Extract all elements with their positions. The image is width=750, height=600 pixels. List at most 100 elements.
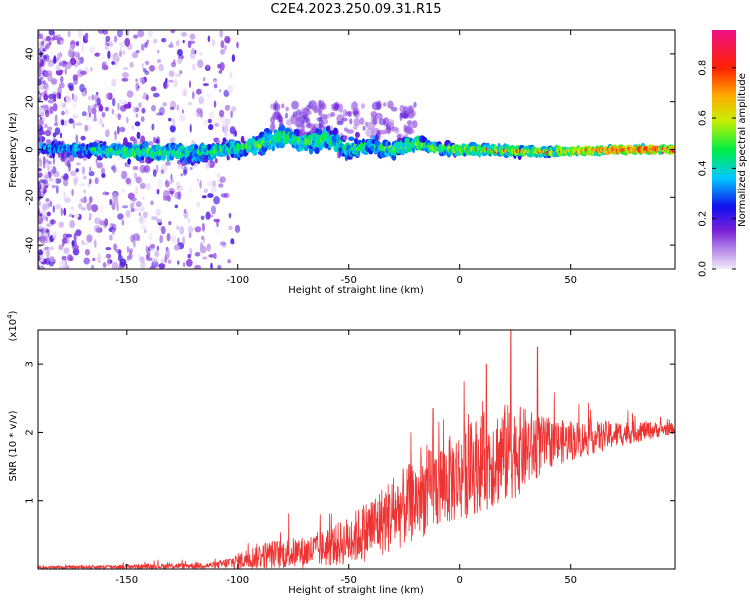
heatmap-noise-cell	[217, 172, 220, 178]
heatmap-noise-cell	[160, 258, 165, 265]
heatmap-haze-cell	[390, 106, 398, 112]
heatmap-noise-cell	[91, 204, 99, 213]
heatmap-noise-cell	[144, 60, 150, 66]
heatmap-haze-cell	[320, 103, 327, 110]
heatmap-noise-cell	[63, 247, 70, 254]
heatmap-noise-cell	[38, 118, 41, 126]
heatmap-noise-cell	[170, 61, 177, 68]
heatmap-ridge-cell	[213, 154, 217, 159]
heatmap-noise-cell	[165, 161, 171, 166]
x-tick-label: 50	[564, 575, 577, 586]
heatmap-noise-cell	[132, 165, 139, 171]
heatmap-noise-cell	[105, 92, 111, 100]
heatmap-noise-cell	[220, 49, 226, 55]
heatmap-noise-cell	[82, 36, 89, 44]
heatmap-noise-cell	[206, 180, 213, 188]
heatmap-noise-cell	[140, 116, 145, 122]
heatmap-noise-cell	[111, 53, 118, 62]
heatmap-noise-cell	[231, 54, 236, 62]
heatmap-haze-cell	[366, 121, 376, 130]
heatmap-noise-cell	[70, 170, 77, 177]
heatmap-noise-cell	[122, 205, 129, 209]
heatmap-noise-cell	[146, 39, 149, 45]
heatmap-noise-cell	[52, 231, 57, 240]
heatmap-noise-cell	[135, 82, 140, 92]
heatmap-noise-cell	[177, 260, 180, 265]
heatmap-noise-cell	[69, 213, 73, 218]
heatmap-noise-cell	[101, 111, 106, 118]
heatmap-haze-cell	[285, 106, 289, 112]
heatmap-noise-cell	[122, 50, 125, 55]
heatmap-noise-cell	[183, 262, 186, 268]
heatmap-noise-cell	[177, 186, 184, 192]
heatmap-ridge-cell	[240, 135, 245, 144]
heatmap-haze-cell	[401, 110, 410, 119]
heatmap-ridge-cell	[343, 135, 348, 141]
heatmap-noise-cell	[194, 112, 198, 116]
heatmap-noise-cell	[102, 191, 110, 196]
heatmap-noise-cell	[170, 235, 177, 244]
heatmap-noise-cell	[63, 191, 66, 199]
heatmap-noise-cell	[54, 178, 62, 184]
heatmap-noise-cell	[179, 226, 185, 235]
heatmap-noise-cell	[73, 178, 78, 186]
heatmap-noise-cell	[229, 71, 233, 79]
heatmap-noise-cell	[144, 70, 150, 75]
heatmap-noise-cell	[139, 216, 144, 223]
heatmap-noise-cell	[196, 201, 201, 208]
heatmap-noise-cell	[156, 59, 162, 63]
heatmap-noise-cell	[169, 106, 175, 110]
heatmap-noise-cell	[47, 126, 53, 131]
heatmap-noise-cell	[112, 164, 117, 174]
snr-frame	[37, 329, 676, 570]
heatmap-noise-cell	[116, 202, 119, 212]
heatmap-noise-cell	[149, 65, 155, 72]
heatmap-noise-cell	[213, 100, 217, 108]
heatmap-noise-cell	[72, 244, 79, 250]
heatmap-noise-cell	[57, 40, 61, 45]
heatmap-noise-cell	[135, 50, 140, 54]
heatmap-noise-cell	[141, 78, 145, 85]
heatmap-noise-cell	[72, 94, 78, 103]
heatmap-noise-cell	[38, 231, 42, 238]
heatmap-noise-cell	[41, 203, 47, 212]
heatmap-noise-cell	[80, 197, 88, 204]
heatmap-haze-cell	[388, 104, 394, 109]
heatmap-noise-cell	[172, 118, 175, 127]
heatmap-noise-cell	[201, 235, 205, 240]
heatmap-haze-cell	[281, 103, 285, 109]
heatmap-noise-cell	[140, 43, 145, 51]
heatmap-noise-cell	[71, 188, 74, 197]
heatmap-noise-cell	[88, 212, 92, 218]
heatmap-noise-cell	[82, 242, 88, 246]
heatmap-haze-cell	[318, 108, 323, 117]
heatmap-noise-cell	[164, 180, 170, 188]
heatmap-noise-cell	[214, 122, 220, 127]
heatmap-noise-cell	[52, 156, 56, 165]
heatmap-noise-cell	[194, 264, 201, 269]
heatmap-noise-cell	[200, 215, 205, 220]
heatmap-noise-cell	[73, 232, 77, 242]
heatmap-noise-cell	[213, 83, 218, 89]
colorbar-ticks: 0.0 0.2 0.4 0.6 0.8	[698, 60, 736, 277]
heatmap-ridge-cell	[326, 125, 331, 132]
heatmap-haze-cell	[407, 105, 415, 114]
heatmap-noise-cell	[105, 35, 111, 42]
heatmap-noise-cell	[90, 264, 95, 269]
heatmap-noise-cell	[65, 108, 69, 115]
colorbar-tick-label: 0.6	[698, 110, 709, 126]
heatmap-noise-cell	[228, 212, 232, 219]
heatmap-ridge-cell	[295, 129, 300, 137]
heatmap-noise-cell	[42, 179, 49, 185]
heatmap-noise-cell	[39, 116, 43, 120]
heatmap-noise-cell	[42, 104, 50, 110]
heatmap-noise-cell	[156, 112, 163, 116]
heatmap-noise-cell	[45, 216, 49, 222]
heatmap-noise-cell	[152, 169, 157, 177]
spectrogram-marks	[38, 30, 675, 269]
heatmap-noise-cell	[77, 30, 83, 39]
snr-y-label: SNR (10 * v/v)	[8, 410, 19, 481]
heatmap-noise-cell	[210, 262, 213, 269]
heatmap-noise-cell	[121, 77, 129, 82]
heatmap-noise-cell	[200, 242, 203, 249]
